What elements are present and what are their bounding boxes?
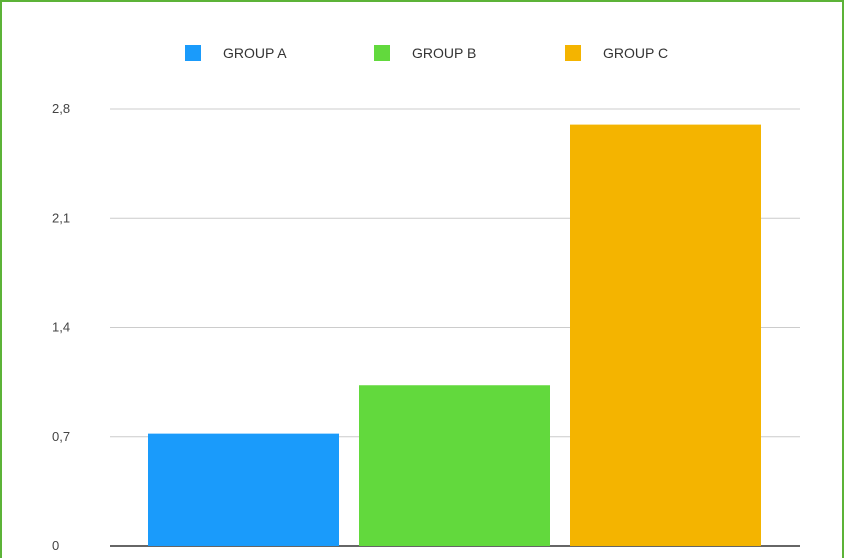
legend-swatch (185, 45, 201, 61)
y-tick-label: 2,1 (52, 210, 70, 225)
legend: GROUP A GROUP B GROUP C (185, 45, 668, 61)
y-tick-label: 0 (52, 538, 59, 553)
legend-label: GROUP B (412, 45, 476, 61)
bar-group-b (359, 385, 550, 546)
legend-swatch (374, 45, 390, 61)
bars-layer (148, 124, 761, 546)
y-tick-labels: 0 0,7 1,4 2,1 2,8 (52, 101, 70, 553)
y-tick-label: 2,8 (52, 101, 70, 116)
bar-group-c (570, 124, 761, 546)
legend-label: GROUP A (223, 45, 287, 61)
legend-swatch (565, 45, 581, 61)
bar-group-a (148, 433, 339, 546)
y-tick-label: 1,4 (52, 320, 70, 335)
y-tick-label: 0,7 (52, 429, 70, 444)
legend-label: GROUP C (603, 45, 668, 61)
